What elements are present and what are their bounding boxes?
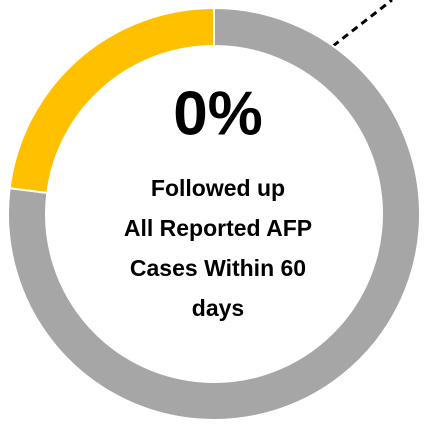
caption: Followed up All Reported AFP Cases Within …: [124, 175, 312, 321]
connector-line: [332, 0, 393, 48]
caption-line: Followed up: [151, 175, 285, 201]
donut: [7, 6, 421, 421]
caption-line: days: [192, 295, 244, 321]
center-value: 0%: [173, 79, 263, 148]
caption-line: Cases Within 60: [130, 255, 306, 281]
donut-segment: [7, 6, 421, 421]
caption-line: All Reported AFP: [124, 215, 312, 241]
donut-segment: [8, 6, 215, 195]
